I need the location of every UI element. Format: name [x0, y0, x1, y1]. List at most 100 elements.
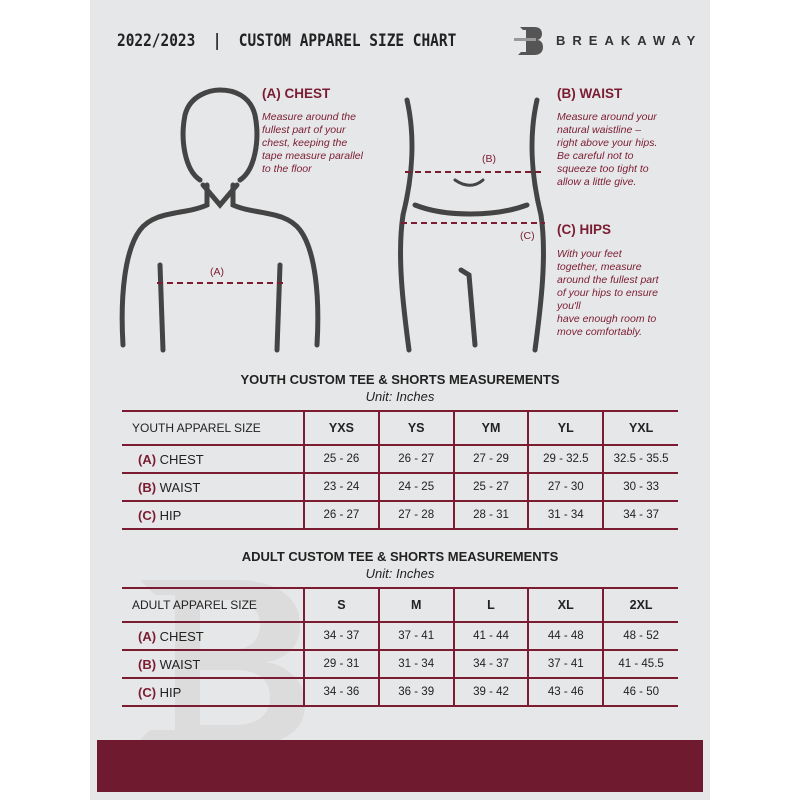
row-letter: (B)	[138, 479, 157, 495]
row-name: HIP	[159, 507, 182, 523]
desc-line: of your hips to ensure	[557, 287, 658, 299]
desc-line: Measure around your	[557, 111, 657, 123]
chest-heading: (A) CHEST	[262, 86, 331, 101]
row-label: (B) WAIST	[122, 473, 304, 502]
row-letter: (A)	[138, 451, 157, 467]
size-value-cell: 23 - 24	[303, 473, 379, 502]
row-label: (A) CHEST	[122, 622, 304, 651]
size-value-cell: 36 - 39	[377, 678, 454, 707]
size-value-cell: 34 - 37	[452, 650, 529, 679]
desc-line: together, measure	[557, 261, 642, 273]
row-name: CHEST	[159, 451, 204, 467]
size-value-cell: 24 - 25	[377, 473, 454, 502]
hips-marker: (C)	[520, 230, 535, 242]
lower-body-illustration	[398, 97, 546, 353]
desc-line: squeeze too tight to	[557, 163, 649, 175]
adult-unit: Unit: Inches	[365, 566, 435, 581]
adult-table-title: ADULT CUSTOM TEE & SHORTS MEASUREMENTS	[241, 549, 559, 564]
brand-name: BREAKAWAY	[556, 33, 703, 48]
size-value-cell: 43 - 46	[527, 678, 604, 707]
header-cell: 2XL	[602, 587, 678, 623]
row-label: (A) CHEST	[122, 445, 304, 474]
table-row: (A) CHEST 25 - 26 26 - 27 27 - 29 29 - 32.5 3…	[122, 445, 678, 474]
header-cell: L	[452, 587, 529, 623]
desc-line: have enough room to	[557, 313, 657, 325]
desc-line: tape measure parallel	[262, 150, 363, 162]
size-value-cell: 27 - 28	[377, 501, 454, 530]
row-label: (B) WAIST	[122, 650, 304, 679]
desc-line: Measure around the	[262, 111, 356, 123]
youth-table-title: YOUTH CUSTOM TEE & SHORTS MEASUREMENTS	[240, 372, 560, 387]
row-name: HIP	[159, 684, 182, 700]
size-value-cell: 31 - 34	[377, 650, 454, 679]
desc-line: to the floor	[262, 163, 312, 175]
table-header-row: YOUTH APPAREL SIZE YXS YS YM YL YXL	[122, 410, 678, 446]
waist-marker: (B)	[482, 153, 496, 165]
size-value-cell: 37 - 41	[527, 650, 604, 679]
row-name: WAIST	[159, 656, 201, 672]
hips-description: With your feet together, measure around …	[557, 248, 659, 339]
size-value-cell: 34 - 36	[303, 678, 379, 707]
size-value-cell: 41 - 44	[452, 622, 529, 651]
footer-bar	[97, 740, 703, 792]
desc-line: With your feet	[557, 248, 622, 260]
row-letter: (B)	[138, 656, 157, 672]
header-cell: YM	[452, 410, 529, 446]
table-row: (C) HIP 34 - 36 36 - 39 39 - 42 43 - 46 46 - …	[122, 678, 678, 707]
size-value-cell: 26 - 27	[303, 501, 379, 530]
size-value-cell: 29 - 32.5	[527, 445, 604, 474]
size-chart-sheet: 2022/2023 | CUSTOM APPAREL SIZE CHART BR…	[90, 0, 710, 800]
size-value-cell: 26 - 27	[377, 445, 454, 474]
size-value-cell: 44 - 48	[527, 622, 604, 651]
youth-size-table: YOUTH APPAREL SIZE YXS YS YM YL YXL (A) …	[122, 410, 678, 530]
page-title: 2022/2023 | CUSTOM APPAREL SIZE CHART	[117, 31, 457, 51]
chest-description: Measure around the fullest part of your …	[262, 111, 363, 176]
table-row: (A) CHEST 34 - 37 37 - 41 41 - 44 44 - 48 48 …	[122, 622, 678, 651]
size-value-cell: 37 - 41	[377, 622, 454, 651]
size-value-cell: 29 - 31	[303, 650, 379, 679]
size-value-cell: 25 - 27	[452, 473, 529, 502]
row-name: WAIST	[159, 479, 201, 495]
table-row: (C) HIP 26 - 27 27 - 28 28 - 31 31 - 34 34 - …	[122, 501, 678, 530]
desc-line: around the fullest part	[557, 274, 659, 286]
desc-line: allow a little give.	[557, 176, 637, 188]
header-cell: YS	[377, 410, 454, 446]
desc-line: right above your hips.	[557, 137, 658, 149]
size-value-cell: 32.5 - 35.5	[602, 445, 678, 474]
size-value-cell: 31 - 34	[527, 501, 604, 530]
row-label: (C) HIP	[122, 501, 304, 530]
header-cell: YXS	[303, 410, 379, 446]
desc-line: natural waistline –	[557, 124, 642, 136]
desc-line: you'll	[557, 300, 581, 312]
size-value-cell: 48 - 52	[602, 622, 678, 651]
desc-line: Be careful not to	[557, 150, 634, 162]
waist-heading: (B) WAIST	[557, 86, 623, 101]
size-value-cell: 28 - 31	[452, 501, 529, 530]
table-header-row: ADULT APPAREL SIZE S M L XL 2XL	[122, 587, 678, 623]
size-value-cell: 27 - 30	[527, 473, 604, 502]
row-name: CHEST	[159, 628, 204, 644]
row-letter: (A)	[138, 628, 157, 644]
size-value-cell: 34 - 37	[602, 501, 678, 530]
header-cell: YOUTH APPAREL SIZE	[122, 410, 304, 446]
chest-marker: (A)	[210, 266, 224, 278]
size-value-cell: 30 - 33	[602, 473, 678, 502]
desc-line: move comfortably.	[557, 326, 642, 338]
size-value-cell: 46 - 50	[602, 678, 678, 707]
row-label: (C) HIP	[122, 678, 304, 707]
header-cell: YL	[527, 410, 604, 446]
size-value-cell: 41 - 45.5	[602, 650, 678, 679]
row-letter: (C)	[138, 507, 157, 523]
hips-heading: (C) HIPS	[557, 222, 611, 237]
size-value-cell: 25 - 26	[303, 445, 379, 474]
size-value-cell: 39 - 42	[452, 678, 529, 707]
waist-description: Measure around your natural waistline – …	[557, 111, 657, 189]
row-letter: (C)	[138, 684, 157, 700]
youth-unit: Unit: Inches	[365, 389, 435, 404]
breakaway-logo-icon	[514, 27, 543, 55]
size-value-cell: 34 - 37	[303, 622, 379, 651]
header-cell: YXL	[602, 410, 678, 446]
header-cell: M	[377, 587, 454, 623]
table-row: (B) WAIST 29 - 31 31 - 34 34 - 37 37 - 41 41 …	[122, 650, 678, 679]
header-cell: ADULT APPAREL SIZE	[122, 587, 304, 623]
